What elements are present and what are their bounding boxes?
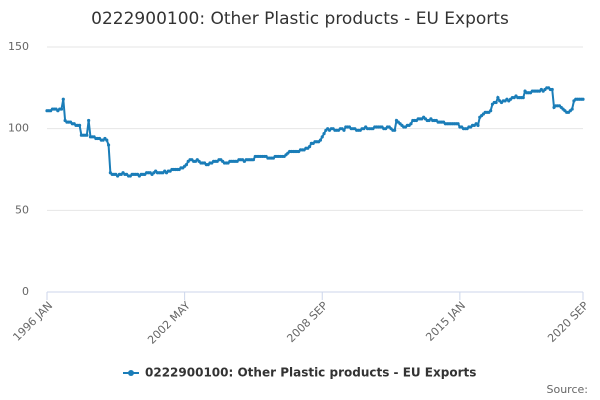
point xyxy=(550,87,554,92)
point xyxy=(521,96,525,100)
point xyxy=(320,135,324,139)
legend-label: 0222900100: Other Plastic products - EU … xyxy=(145,366,476,380)
source: Source: xyxy=(547,383,589,396)
y-tick-label: 100 xyxy=(8,122,29,135)
point xyxy=(59,107,64,111)
x-tick-label: 1996 JAN xyxy=(10,299,55,344)
point xyxy=(184,163,189,167)
point xyxy=(318,138,323,142)
point xyxy=(494,100,498,105)
point xyxy=(77,123,82,127)
point xyxy=(251,158,256,162)
point xyxy=(105,138,109,142)
point xyxy=(456,122,460,126)
y-tick-label: 150 xyxy=(8,40,29,53)
point xyxy=(106,143,111,147)
y-tick-label: 0 xyxy=(22,285,29,298)
legend-marker xyxy=(128,370,134,376)
point xyxy=(489,109,493,113)
point xyxy=(322,131,326,136)
point xyxy=(393,128,397,132)
x-tick-label: 2008 SEP xyxy=(284,299,330,345)
point xyxy=(307,145,312,149)
point xyxy=(570,107,574,111)
x-tick-label: 2020 SEP xyxy=(545,299,591,345)
x-tick-label: 2002 MAY xyxy=(145,299,193,347)
point xyxy=(476,123,480,127)
y-tick-label: 50 xyxy=(15,203,29,216)
point xyxy=(409,122,413,126)
point xyxy=(342,128,346,132)
chart-title: 0222900100: Other Plastic products - EU … xyxy=(91,9,509,29)
x-tick-label: 2015 JAN xyxy=(423,299,468,344)
point xyxy=(87,118,91,123)
point xyxy=(85,133,89,137)
point xyxy=(61,97,65,101)
point xyxy=(581,97,585,101)
point xyxy=(496,96,500,100)
